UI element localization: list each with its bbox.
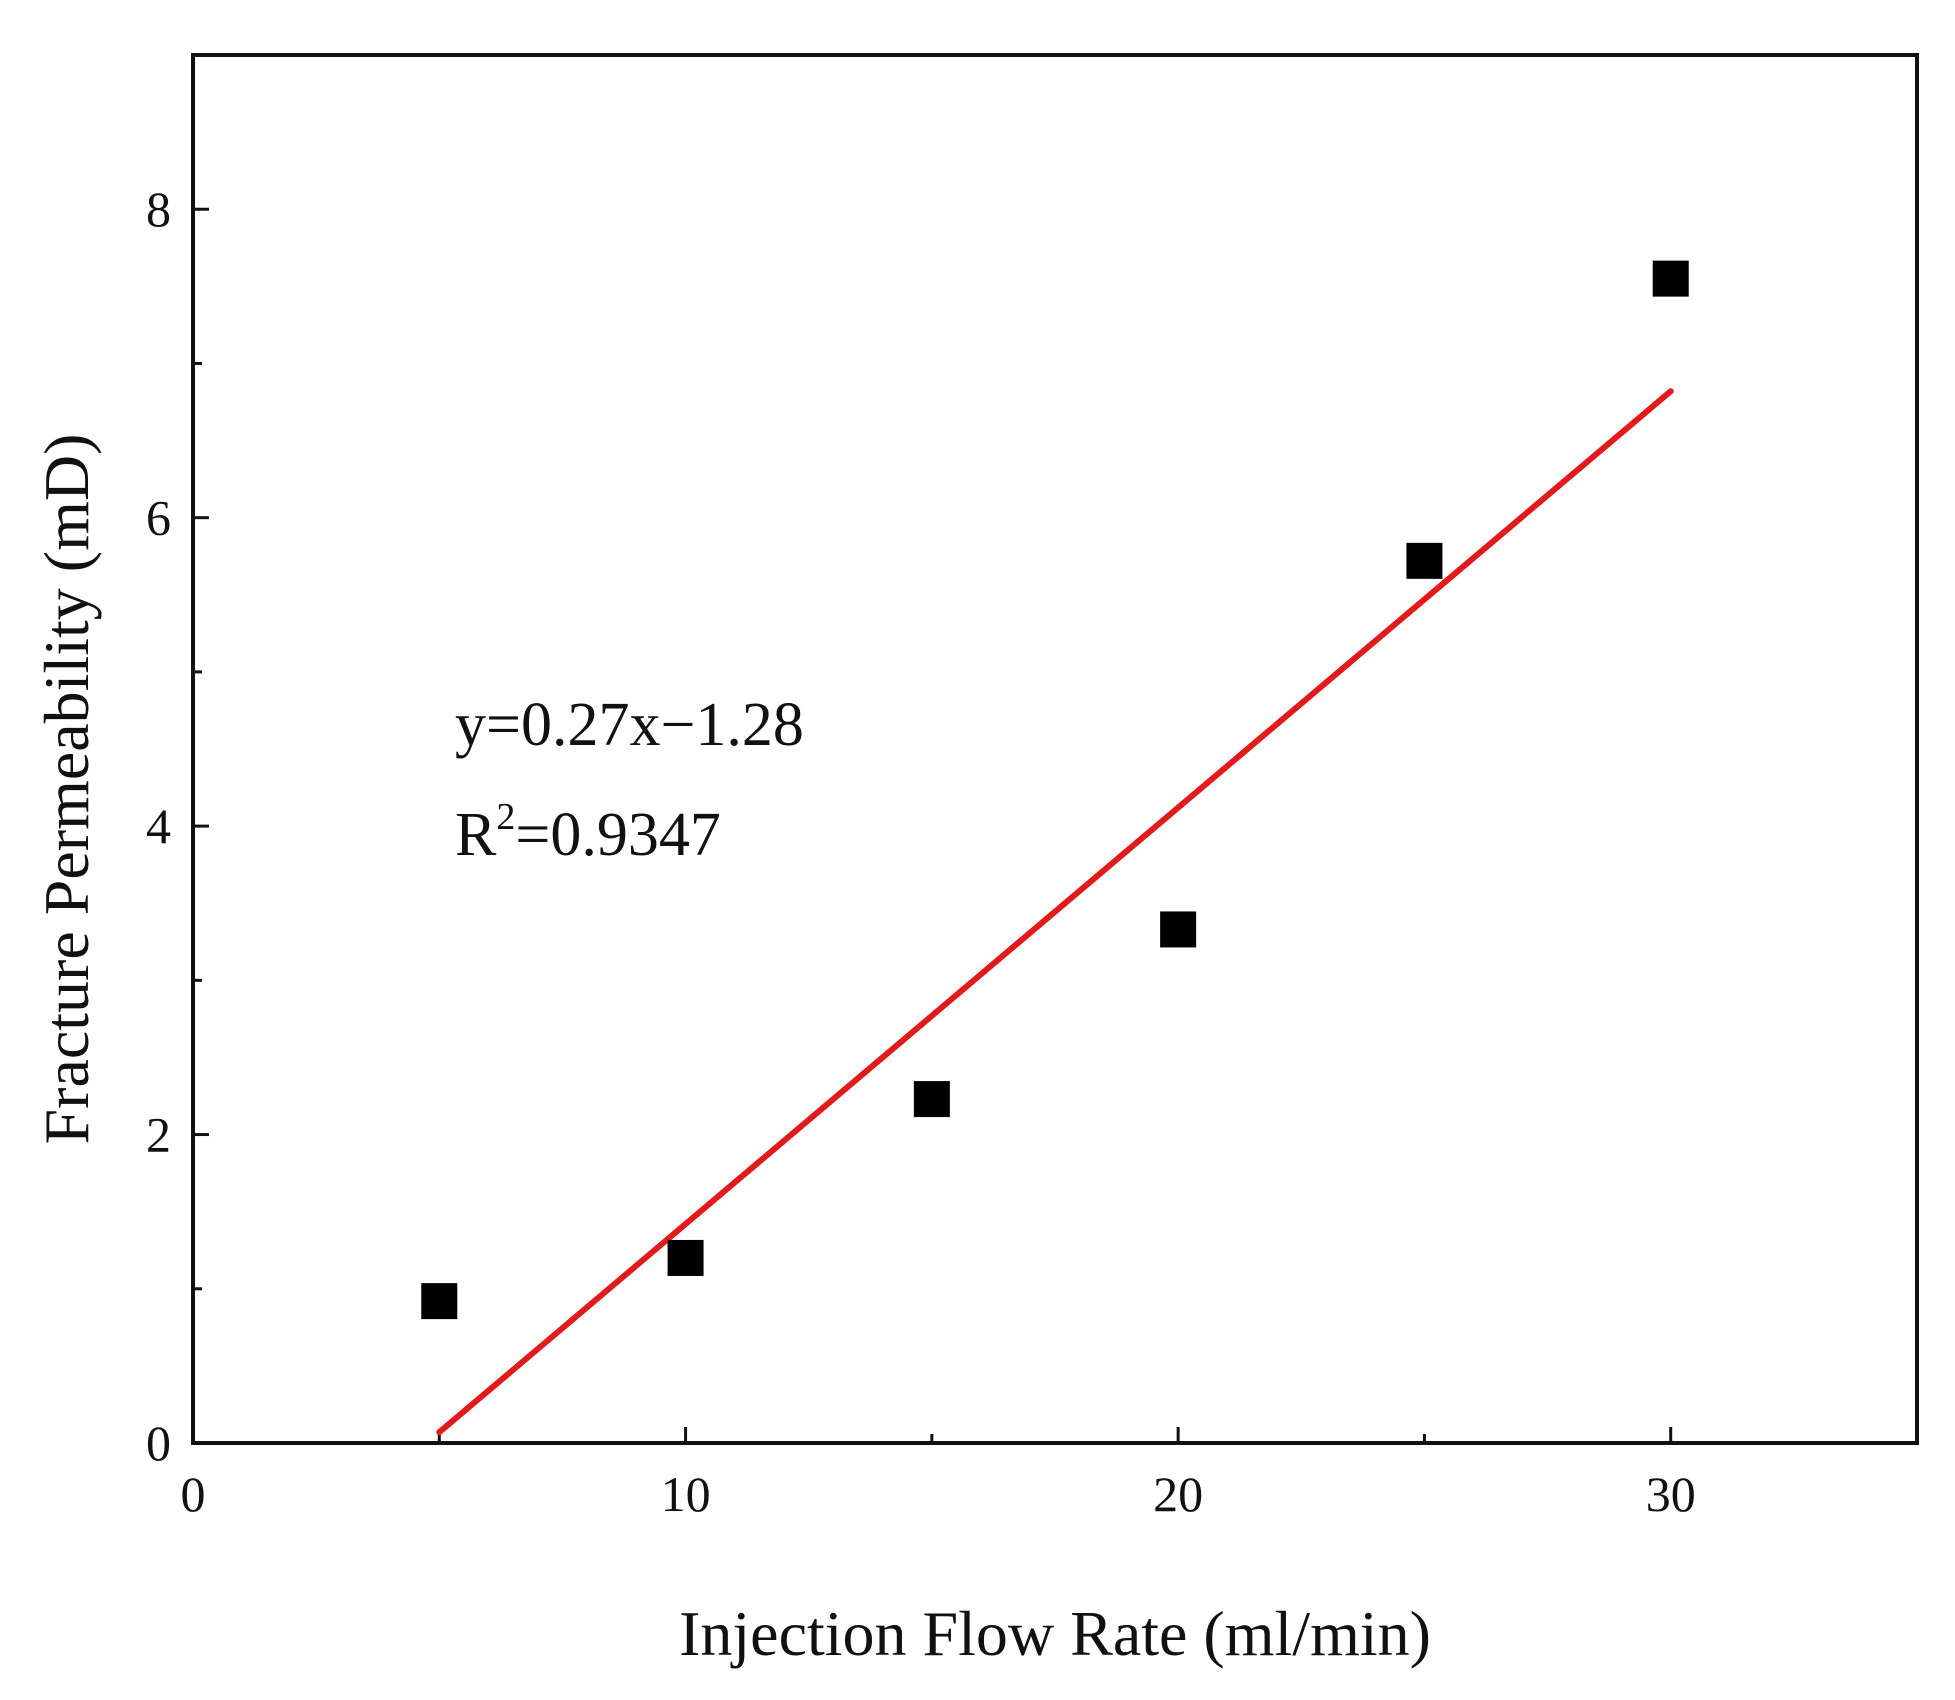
r-squared-prefix: R: [455, 801, 497, 869]
y-tick-label: 6: [146, 490, 171, 546]
r-squared-label: R2=0.9347: [455, 796, 721, 869]
data-point: [1406, 542, 1443, 579]
y-axis-ticks: 0 2 4 6 8: [146, 181, 209, 1471]
x-axis-title: Injection Flow Rate (ml/min): [679, 1598, 1431, 1669]
data-point: [1652, 260, 1689, 297]
r-squared-value: =0.9347: [515, 801, 720, 869]
r-squared-superscript: 2: [496, 796, 515, 838]
fit-line: [436, 388, 1674, 1436]
data-point: [913, 1081, 950, 1118]
x-axis-ticks: 0 10 20 30: [181, 1427, 1696, 1522]
y-tick-label: 4: [146, 798, 171, 854]
data-point: [1160, 911, 1197, 948]
x-tick-label: 0: [181, 1466, 206, 1522]
y-tick-label: 0: [146, 1415, 171, 1471]
fit-equation-label: y=0.27x−1.28: [455, 691, 804, 759]
data-points: [421, 260, 1689, 1320]
y-tick-label: 2: [146, 1107, 171, 1163]
x-tick-label: 20: [1153, 1466, 1203, 1522]
data-point: [667, 1239, 704, 1276]
x-tick-label: 30: [1646, 1466, 1696, 1522]
plot-frame: [191, 53, 1919, 1445]
y-tick-label: 8: [146, 181, 171, 237]
data-point: [421, 1283, 458, 1320]
x-tick-label: 10: [661, 1466, 711, 1522]
fit-line-layer: [436, 388, 1674, 1436]
y-axis-title: Fracture Permeability (mD): [31, 434, 102, 1145]
